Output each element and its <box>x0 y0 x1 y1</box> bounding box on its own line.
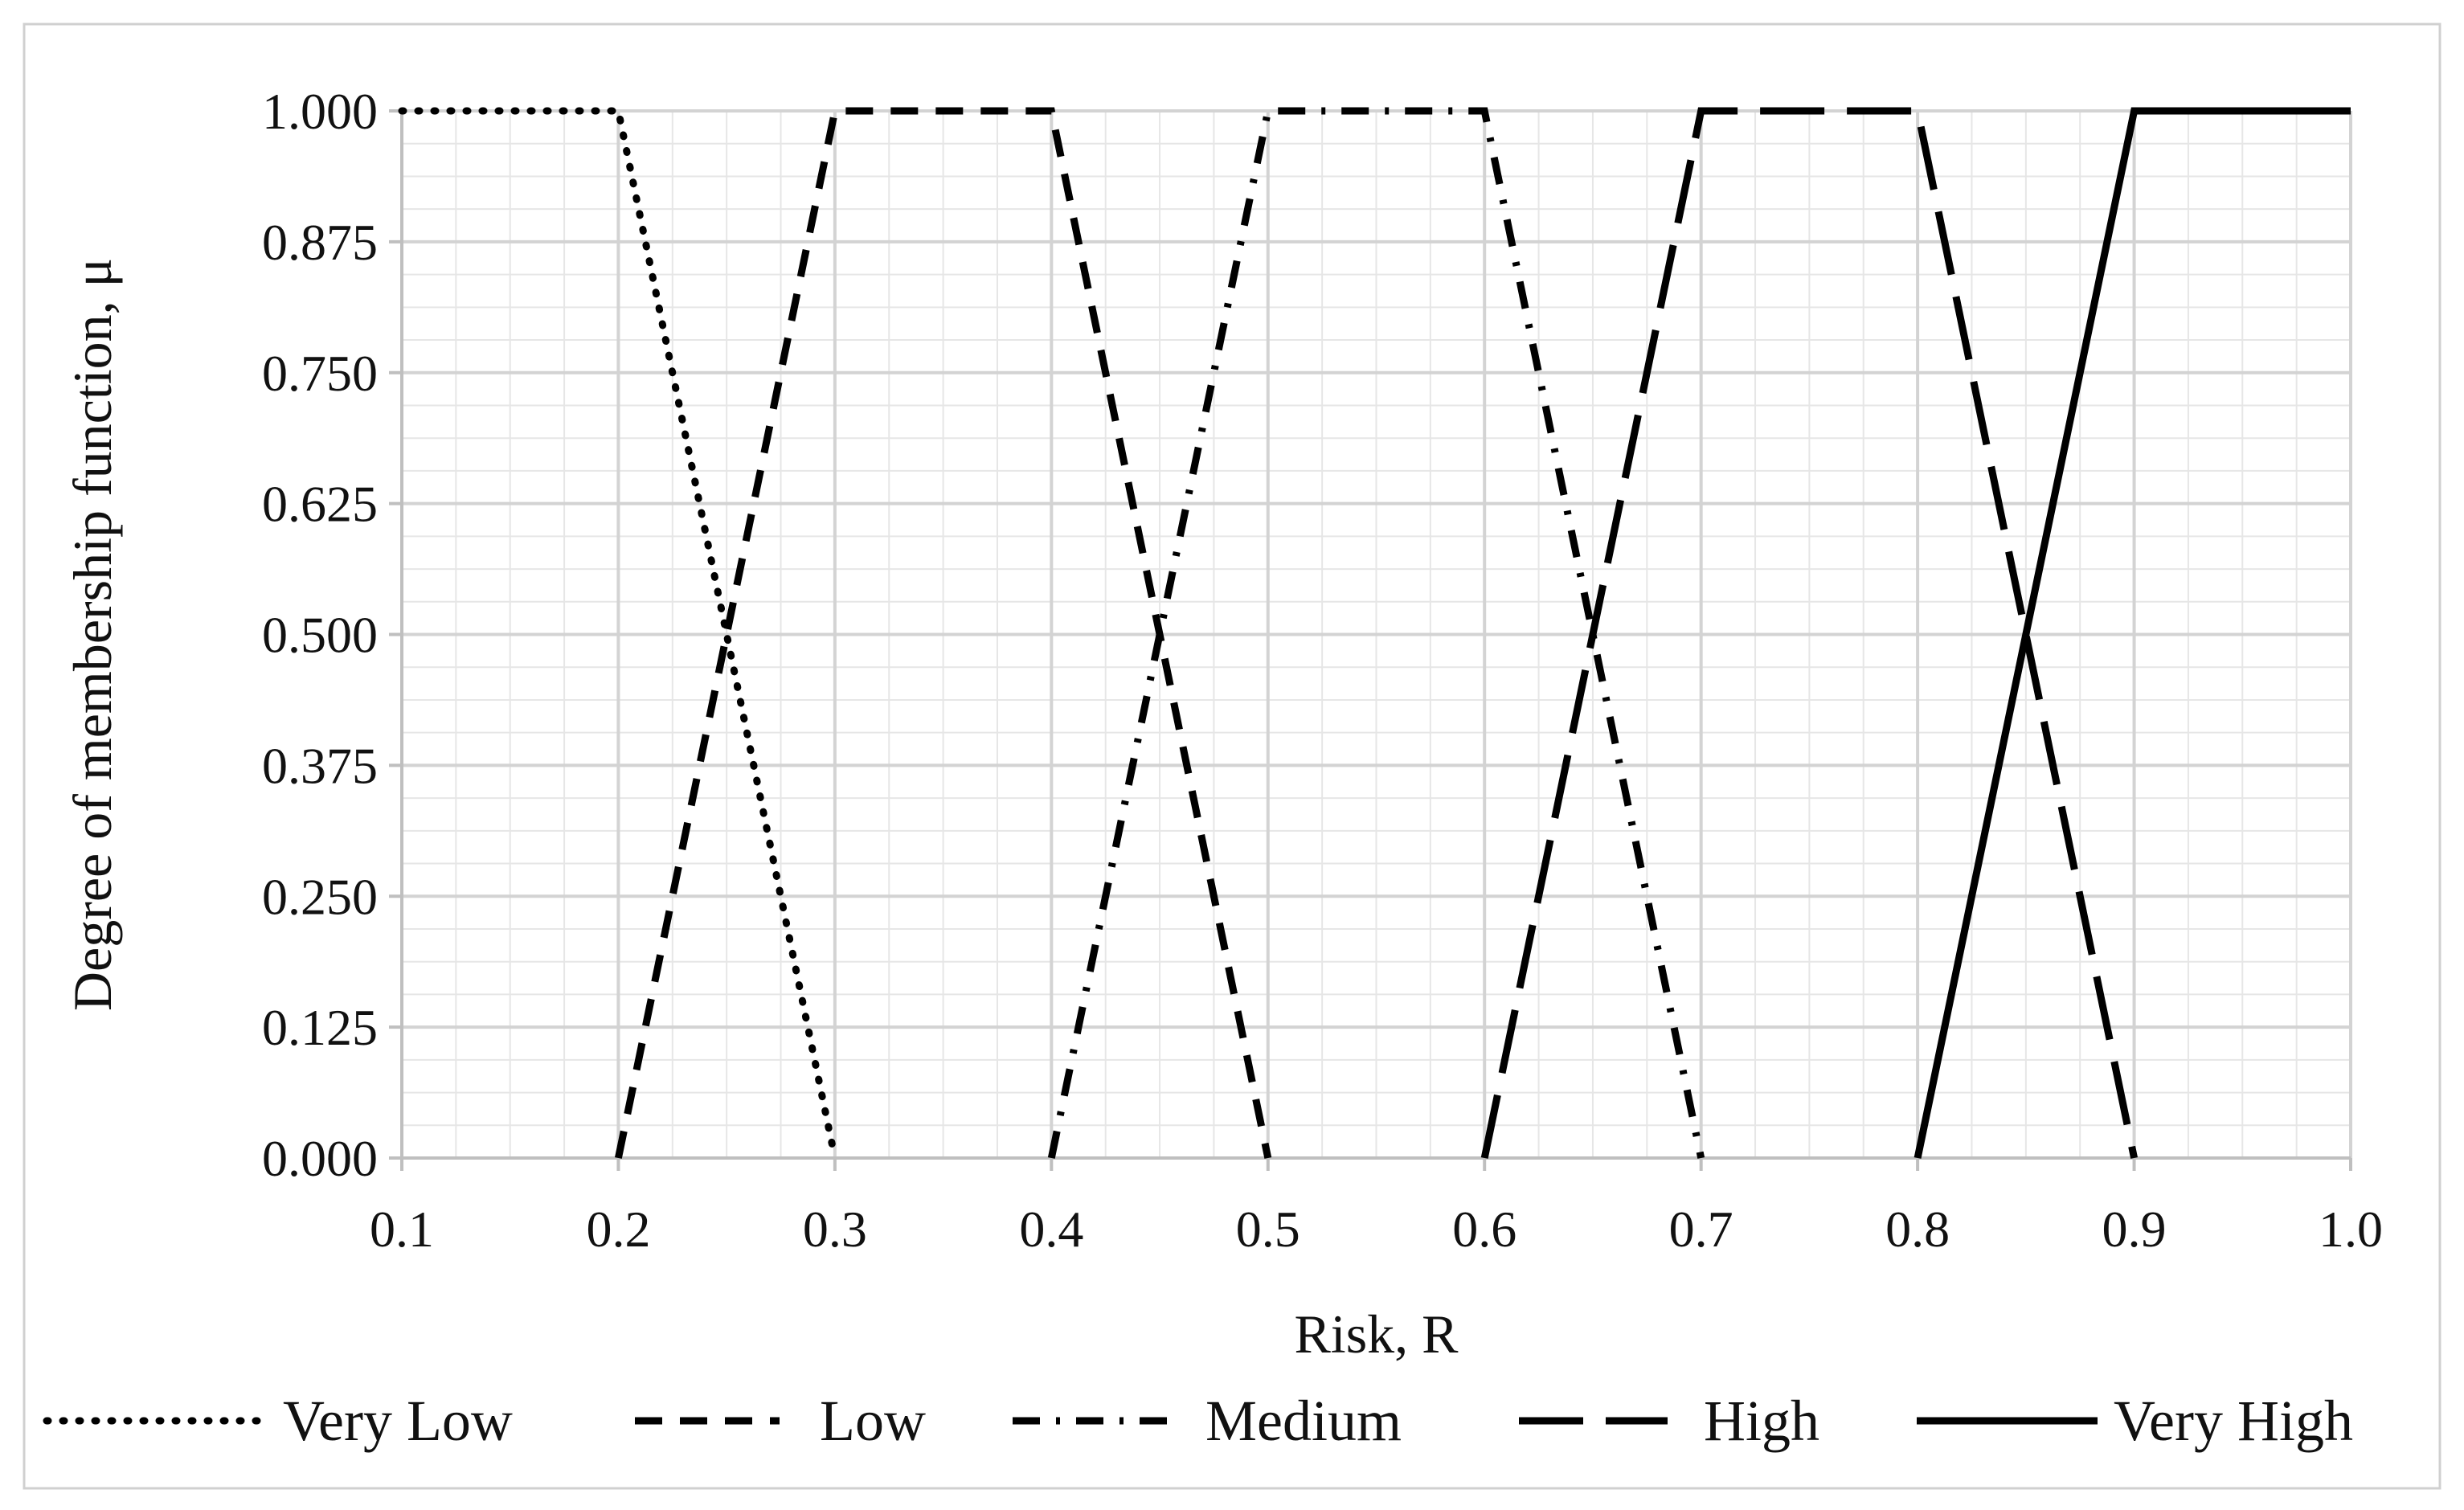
y-tick-label: 0.125 <box>262 999 378 1056</box>
legend-label-medium: Medium <box>1205 1389 1402 1453</box>
legend-label-very-low: Very Low <box>283 1389 513 1453</box>
x-axis-title: Risk, R <box>1294 1303 1459 1365</box>
series-lines <box>398 107 2351 1162</box>
y-axis-title: Degree of membership function, μ <box>62 258 123 1011</box>
x-tick-label: 0.1 <box>370 1201 434 1258</box>
series-line-very-high <box>1913 107 2351 1159</box>
x-tick-label: 0.8 <box>1885 1201 1950 1258</box>
x-tick-label: 1.0 <box>2319 1201 2383 1258</box>
y-tick-label: 0.375 <box>262 737 378 794</box>
x-tick-label: 0.5 <box>1236 1201 1300 1258</box>
x-tick-label: 0.3 <box>803 1201 867 1258</box>
grid <box>400 109 2352 1160</box>
legend-label-very-high: Very High <box>2114 1389 2353 1453</box>
y-tick-label: 0.875 <box>262 214 378 271</box>
legend: Very Low Low Medium High Very High <box>43 1389 2353 1453</box>
x-tick-label: 0.6 <box>1452 1201 1516 1258</box>
series-line-high <box>1480 107 2139 1159</box>
y-tick-label: 0.500 <box>262 607 378 664</box>
legend-label-low: Low <box>820 1389 926 1453</box>
y-tick-label: 0.750 <box>262 345 378 402</box>
series-line-medium <box>1047 107 1705 1159</box>
y-tick-label: 0.625 <box>262 476 378 533</box>
x-tick-label: 0.9 <box>2102 1201 2167 1258</box>
series-line-very-low <box>398 107 839 1162</box>
tick-labels: 0.1 0.2 0.3 0.4 0.5 0.6 0.7 0.8 0.9 1.0 0.000 0.125… <box>262 83 2383 1258</box>
x-tick-label: 0.2 <box>586 1201 650 1258</box>
x-tick-label: 0.7 <box>1669 1201 1733 1258</box>
chart-frame <box>23 23 2441 1490</box>
y-tick-label: 0.250 <box>262 868 378 925</box>
axes <box>389 109 2352 1171</box>
legend-label-high: High <box>1704 1389 1819 1453</box>
y-tick-label: 1.000 <box>262 83 378 140</box>
y-tick-label: 0.000 <box>262 1130 378 1187</box>
x-tick-label: 0.4 <box>1019 1201 1083 1258</box>
